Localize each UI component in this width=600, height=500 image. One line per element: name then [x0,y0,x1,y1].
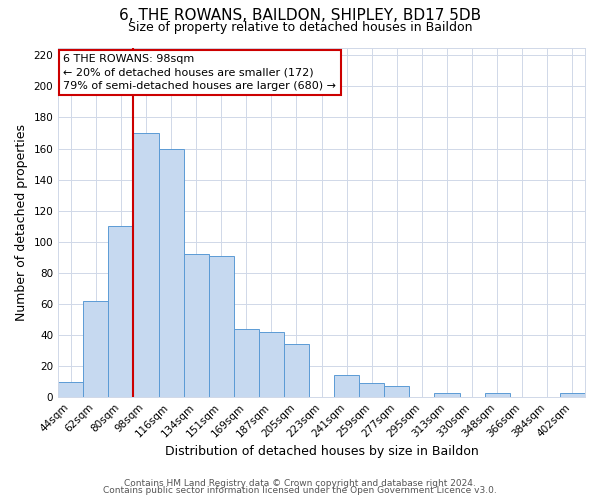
Bar [560,392,585,397]
Text: Contains HM Land Registry data © Crown copyright and database right 2024.: Contains HM Land Registry data © Crown c… [124,478,476,488]
X-axis label: Distribution of detached houses by size in Baildon: Distribution of detached houses by size … [165,444,478,458]
Bar [184,254,209,397]
Bar [158,148,184,397]
Bar [83,301,109,397]
Bar [109,226,133,397]
Text: 6 THE ROWANS: 98sqm
← 20% of detached houses are smaller (172)
79% of semi-detac: 6 THE ROWANS: 98sqm ← 20% of detached ho… [64,54,337,91]
Bar [385,386,409,397]
Y-axis label: Number of detached properties: Number of detached properties [15,124,28,321]
Bar [434,392,460,397]
Text: Size of property relative to detached houses in Baildon: Size of property relative to detached ho… [128,21,472,34]
Text: Contains public sector information licensed under the Open Government Licence v3: Contains public sector information licen… [103,486,497,495]
Bar [209,256,234,397]
Bar [234,329,259,397]
Bar [334,376,359,397]
Bar [259,332,284,397]
Bar [58,382,83,397]
Text: 6, THE ROWANS, BAILDON, SHIPLEY, BD17 5DB: 6, THE ROWANS, BAILDON, SHIPLEY, BD17 5D… [119,8,481,22]
Bar [133,133,158,397]
Bar [359,383,385,397]
Bar [284,344,309,397]
Bar [485,392,510,397]
